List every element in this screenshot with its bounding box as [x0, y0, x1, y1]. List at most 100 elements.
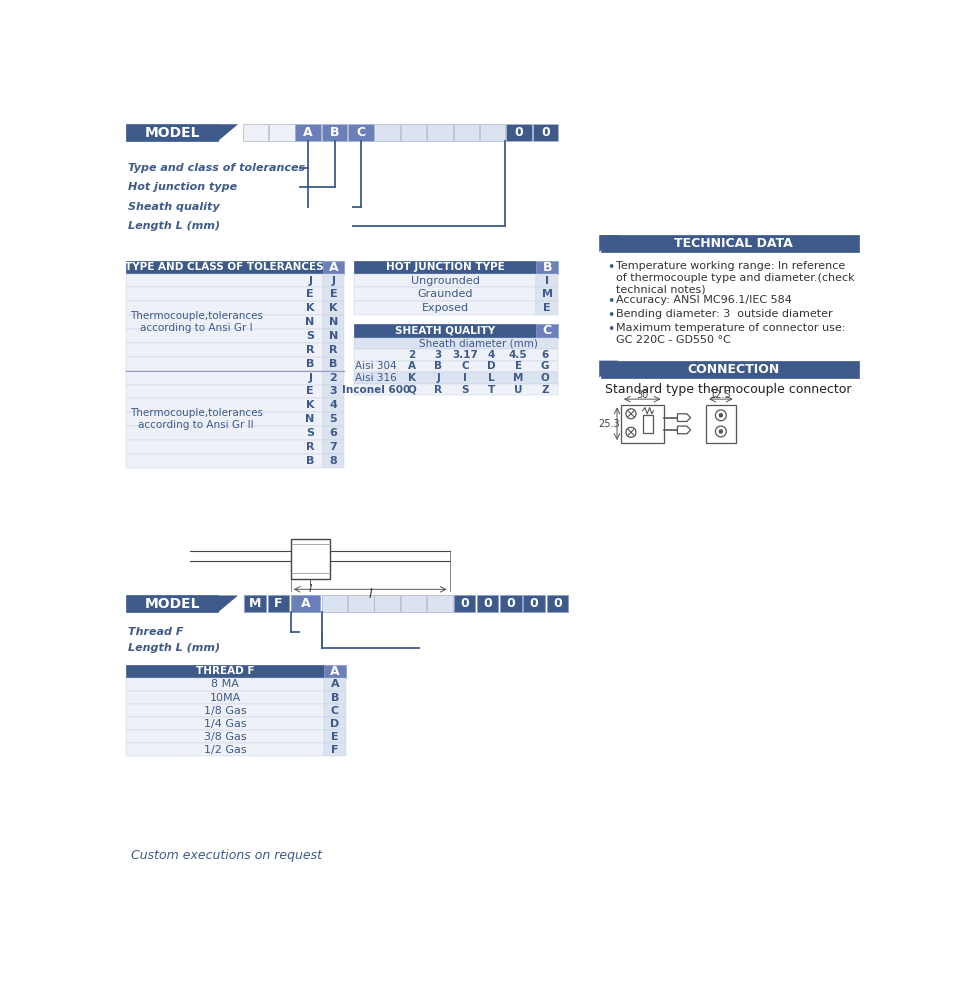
- Text: G: G: [540, 361, 549, 371]
- Text: l: l: [308, 584, 311, 594]
- Text: •: •: [606, 323, 614, 336]
- Bar: [536, 274, 557, 287]
- Text: 3: 3: [434, 350, 441, 360]
- Text: Thermocouple,tolerances
according to Ansi Gr II: Thermocouple,tolerances according to Ans…: [130, 408, 262, 430]
- Bar: [126, 665, 324, 678]
- Bar: [353, 349, 557, 360]
- Text: Q: Q: [407, 385, 416, 395]
- Text: 12.5: 12.5: [709, 391, 731, 400]
- Bar: [295, 124, 321, 141]
- Bar: [126, 385, 322, 399]
- Text: Standard type thermocouple connector: Standard type thermocouple connector: [604, 384, 851, 397]
- Text: 0: 0: [540, 126, 549, 139]
- Text: 1/2 Gas: 1/2 Gas: [204, 745, 246, 755]
- Text: Bending diameter: 3  outside diameter: Bending diameter: 3 outside diameter: [616, 309, 832, 319]
- Polygon shape: [677, 413, 690, 421]
- Text: Hot junction type: Hot junction type: [128, 182, 236, 193]
- Bar: [290, 595, 320, 612]
- Text: A: A: [329, 261, 338, 274]
- Text: M: M: [512, 373, 523, 383]
- Bar: [374, 595, 400, 612]
- Text: Thread F: Thread F: [128, 628, 184, 638]
- Text: E: E: [306, 387, 313, 397]
- Text: l: l: [368, 588, 372, 601]
- Bar: [126, 412, 322, 426]
- Text: C: C: [331, 706, 338, 715]
- Text: D: D: [330, 718, 339, 729]
- Bar: [348, 595, 373, 612]
- Text: C: C: [460, 361, 468, 371]
- Text: Temperature working range: In reference
of thermocouple type and diameter.(check: Temperature working range: In reference …: [616, 262, 854, 294]
- Text: HOT JUNCTION TYPE: HOT JUNCTION TYPE: [385, 262, 504, 272]
- Bar: [322, 315, 344, 329]
- Text: Type and class of tolerances: Type and class of tolerances: [128, 163, 305, 173]
- Text: 0: 0: [553, 597, 561, 610]
- Text: T: T: [487, 385, 495, 395]
- Bar: [353, 325, 536, 338]
- Bar: [126, 342, 322, 357]
- Bar: [322, 426, 344, 440]
- Circle shape: [719, 430, 722, 433]
- Circle shape: [626, 408, 635, 419]
- Text: MODEL: MODEL: [144, 597, 200, 611]
- Bar: [126, 301, 322, 315]
- Bar: [532, 124, 557, 141]
- Text: Length L (mm): Length L (mm): [128, 220, 220, 231]
- Bar: [374, 124, 400, 141]
- Text: M: M: [541, 289, 553, 299]
- Text: N: N: [306, 414, 314, 424]
- Text: Accuracy: ANSI MC96.1/IEC 584: Accuracy: ANSI MC96.1/IEC 584: [616, 295, 791, 305]
- Text: TYPE AND CLASS OF TOLERANCES: TYPE AND CLASS OF TOLERANCES: [125, 262, 324, 272]
- Text: E: E: [514, 361, 521, 371]
- Text: •: •: [606, 295, 614, 308]
- Bar: [353, 261, 536, 274]
- Text: E: E: [330, 289, 337, 299]
- Bar: [348, 124, 373, 141]
- Text: K: K: [306, 303, 314, 313]
- Bar: [353, 274, 536, 287]
- Bar: [427, 124, 453, 141]
- Text: F: F: [274, 597, 283, 610]
- Text: Aisi 316: Aisi 316: [355, 373, 397, 383]
- Text: 6: 6: [541, 350, 548, 360]
- Text: J: J: [436, 373, 440, 383]
- Bar: [324, 717, 345, 730]
- Bar: [321, 124, 347, 141]
- Bar: [126, 595, 218, 612]
- Bar: [353, 287, 536, 301]
- Text: I: I: [462, 373, 466, 383]
- Bar: [322, 412, 344, 426]
- Text: 0: 0: [459, 597, 468, 610]
- Text: CONNECTION: CONNECTION: [687, 362, 779, 376]
- Bar: [353, 384, 557, 396]
- Text: R: R: [434, 385, 442, 395]
- Bar: [427, 595, 453, 612]
- Bar: [126, 717, 324, 730]
- Polygon shape: [599, 360, 618, 378]
- Text: B: B: [331, 693, 339, 703]
- Bar: [324, 704, 345, 717]
- Bar: [322, 342, 344, 357]
- Text: Thermocouple,tolerances
according to Ansi Gr I: Thermocouple,tolerances according to Ans…: [130, 311, 262, 333]
- Text: Z: Z: [540, 385, 548, 395]
- Bar: [453, 595, 475, 612]
- Bar: [600, 360, 858, 378]
- Bar: [500, 595, 521, 612]
- Text: 1/8 Gas: 1/8 Gas: [204, 706, 246, 715]
- Bar: [126, 287, 322, 301]
- Text: K: K: [306, 400, 314, 410]
- Text: Sheath quality: Sheath quality: [128, 202, 219, 212]
- Bar: [126, 399, 322, 412]
- Bar: [126, 440, 322, 454]
- Text: A: A: [330, 665, 339, 678]
- Text: Length L (mm): Length L (mm): [128, 643, 220, 652]
- Bar: [322, 371, 344, 385]
- Bar: [126, 124, 218, 141]
- Text: N: N: [329, 331, 337, 341]
- Bar: [322, 454, 344, 467]
- Text: B: B: [434, 361, 442, 371]
- Polygon shape: [599, 235, 618, 252]
- Bar: [126, 261, 322, 274]
- Bar: [523, 595, 544, 612]
- Text: S: S: [460, 385, 468, 395]
